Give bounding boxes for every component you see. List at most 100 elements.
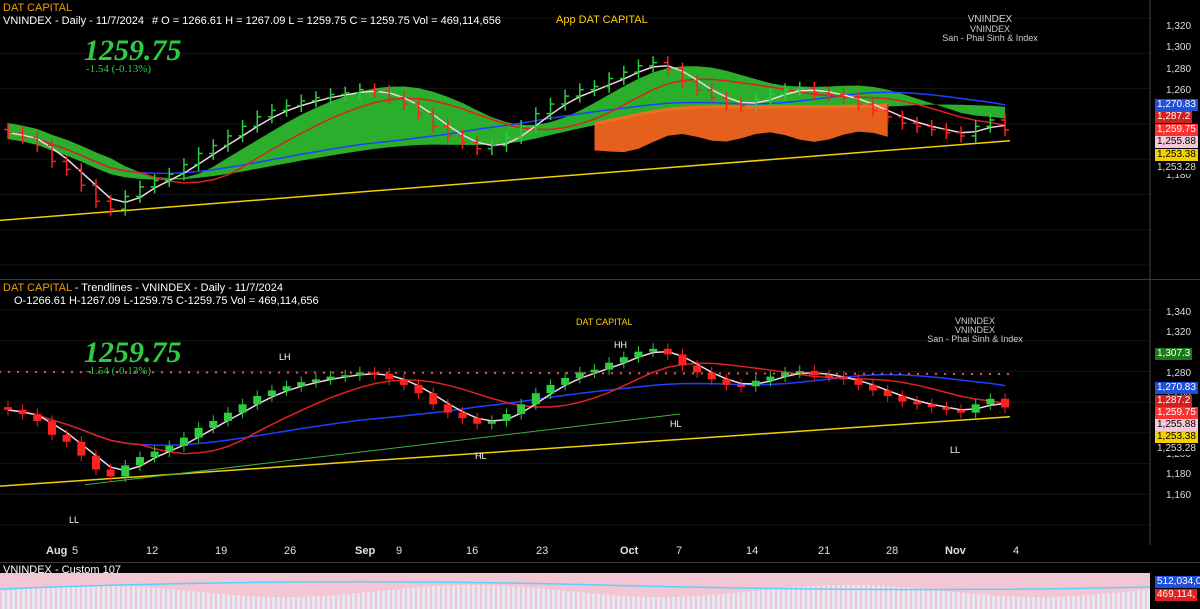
- indicator-bar: [517, 586, 520, 609]
- indicator-bar: [952, 591, 955, 609]
- indicator-bar: [907, 587, 910, 609]
- resistance-dot: [772, 372, 776, 375]
- indicator-bar: [472, 585, 475, 609]
- resistance-dot: [367, 371, 371, 374]
- indicator-bar: [52, 586, 55, 609]
- indicator-bar: [522, 587, 525, 609]
- resistance-dot: [241, 371, 245, 374]
- price-chart-canvas[interactable]: [0, 0, 1200, 279]
- indicator-bar: [612, 595, 615, 609]
- resistance-dot: [763, 372, 767, 375]
- custom-indicator-pane[interactable]: VNINDEX - Custom 107 512,034,0 469,114,: [0, 562, 1200, 609]
- swing-label-lh: LH: [279, 352, 291, 362]
- resistance-dot: [79, 370, 83, 374]
- x-tick-label: 7: [676, 545, 683, 557]
- indicator-bar: [237, 595, 240, 609]
- resistance-dot: [916, 372, 920, 376]
- indicator-bar: [1037, 596, 1040, 609]
- volume-tag-current: 469,114,: [1155, 589, 1198, 601]
- indicator-bar: [742, 592, 745, 609]
- indicator-bar: [542, 588, 545, 609]
- indicator-bar: [362, 592, 365, 609]
- resistance-dot: [187, 371, 191, 374]
- resistance-dot: [709, 372, 713, 375]
- y-tick-label: 1,340: [1166, 307, 1192, 318]
- trendline-price-change: -1.54 (-0.13%): [86, 365, 152, 377]
- resistance-dot: [268, 371, 272, 374]
- indicator-bar: [772, 589, 775, 609]
- price-chart-pane[interactable]: DAT CAPITAL VNINDEX - Daily - 11/7/2024 …: [0, 0, 1200, 280]
- resistance-dot: [727, 372, 731, 375]
- candle: [927, 404, 936, 408]
- resistance-dot: [934, 372, 938, 376]
- indicator-bar: [432, 586, 435, 609]
- indicator-bar: [447, 585, 450, 609]
- indicator-bar: [747, 591, 750, 609]
- indicator-bar: [62, 585, 65, 609]
- resistance-dot: [160, 371, 164, 374]
- x-tick-label: Aug: [46, 545, 68, 557]
- indicator-bar: [977, 594, 980, 609]
- candle: [869, 384, 878, 391]
- candle: [429, 393, 438, 405]
- indicator-bar: [282, 596, 285, 609]
- candle: [663, 348, 672, 355]
- custom-indicator-canvas[interactable]: [0, 563, 1200, 609]
- resistance-dot: [484, 371, 488, 375]
- indicator-bar: [642, 596, 645, 609]
- resistance-dot: [0, 370, 2, 374]
- indicator-bar: [217, 593, 220, 609]
- indicator-bar: [872, 585, 875, 609]
- indicator-bar: [412, 587, 415, 609]
- candle: [341, 375, 350, 378]
- indicator-bar: [1102, 593, 1105, 609]
- candle: [883, 390, 892, 396]
- indicator-bar: [652, 596, 655, 609]
- candle: [649, 348, 658, 352]
- watermark-line-2: VNINDEX: [969, 24, 1010, 34]
- indicator-bar: [962, 592, 965, 609]
- indicator-bar: [297, 596, 300, 609]
- candle: [399, 379, 408, 385]
- resistance-dot: [394, 371, 398, 374]
- indicator-bar: [827, 585, 830, 609]
- x-tick-label: Nov: [945, 545, 966, 557]
- resistance-dot: [52, 370, 56, 374]
- indicator-bar: [512, 586, 515, 609]
- resistance-dot: [907, 372, 911, 376]
- indicator-bar: [107, 585, 110, 609]
- indicator-bar: [887, 586, 890, 609]
- y-tick-label: 1,280: [1166, 63, 1192, 75]
- indicator-bar: [182, 590, 185, 609]
- trendline-chart-pane[interactable]: DAT CAPITAL - Trendlines - VNINDEX - Dai…: [0, 280, 1200, 563]
- indicator-bar: [682, 596, 685, 609]
- candle: [795, 371, 804, 374]
- candle: [165, 445, 174, 452]
- indicator-bar: [357, 592, 360, 609]
- y-tick-label: 1,160: [1166, 489, 1192, 501]
- candle: [443, 404, 452, 413]
- indicator-bar: [397, 589, 400, 609]
- indicator-bar: [177, 589, 180, 609]
- indicator-bar: [557, 590, 560, 609]
- resistance-dot: [628, 372, 632, 375]
- candle: [223, 412, 232, 421]
- resistance-dot: [520, 371, 524, 375]
- trendline-big-price: 1259.75: [84, 336, 182, 369]
- indicator-bar: [462, 585, 465, 609]
- indicator-bar: [832, 585, 835, 609]
- resistance-dot: [151, 371, 155, 374]
- indicator-bar: [862, 585, 865, 609]
- indicator-bar: [232, 594, 235, 609]
- indicator-bar: [987, 595, 990, 609]
- trendline-chart-canvas[interactable]: [0, 280, 1200, 562]
- resistance-dot: [988, 372, 992, 376]
- indicator-bar: [137, 586, 140, 609]
- indicator-bar: [1087, 595, 1090, 609]
- indicator-bar: [712, 594, 715, 609]
- indicator-bar: [647, 596, 650, 609]
- resistance-dot: [871, 372, 875, 375]
- resistance-dot: [637, 372, 641, 375]
- indicator-bar: [787, 587, 790, 609]
- indicator-bar: [972, 593, 975, 609]
